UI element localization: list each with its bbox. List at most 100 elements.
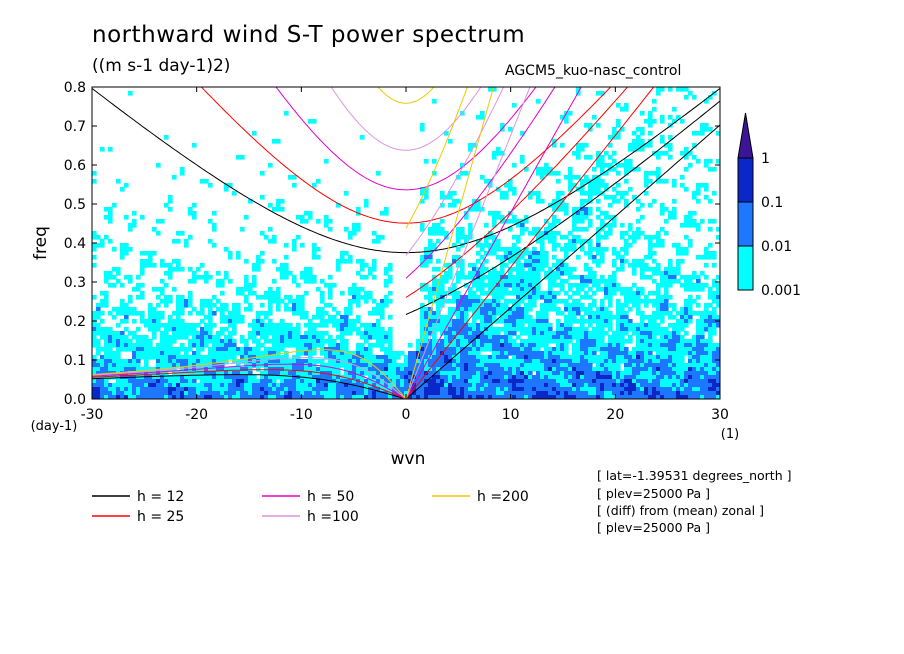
- spectrum-cell: [520, 379, 525, 384]
- spectrum-cell: [516, 251, 521, 256]
- spectrum-cell: [240, 155, 245, 160]
- spectrum-cell: [248, 355, 253, 360]
- spectrum-cell: [284, 307, 289, 312]
- spectrum-cell: [104, 375, 109, 380]
- spectrum-cell: [480, 267, 485, 272]
- spectrum-cell: [636, 143, 641, 148]
- spectrum-cell: [116, 331, 121, 336]
- spectrum-cell: [532, 347, 537, 352]
- spectrum-cell: [196, 275, 201, 280]
- spectrum-cell: [140, 351, 145, 356]
- spectrum-cell: [616, 307, 621, 312]
- spectrum-cell: [640, 343, 645, 348]
- spectrum-cell: [464, 335, 469, 340]
- spectrum-cell: [492, 347, 497, 352]
- spectrum-cell: [556, 375, 561, 380]
- spectrum-cell: [356, 347, 361, 352]
- spectrum-cell: [224, 395, 229, 399]
- spectrum-cell: [616, 331, 621, 336]
- spectrum-cell: [120, 347, 125, 352]
- spectrum-cell: [320, 291, 325, 296]
- spectrum-cell: [648, 291, 653, 296]
- spectrum-cell: [356, 295, 361, 300]
- spectrum-cell: [624, 359, 629, 364]
- spectrum-cell: [224, 343, 229, 348]
- spectrum-cell: [556, 271, 561, 276]
- spectrum-cell: [140, 379, 145, 384]
- spectrum-cell: [672, 207, 677, 212]
- spectrum-cell: [656, 379, 661, 384]
- spectrum-cell: [388, 263, 393, 268]
- spectrum-cell: [216, 343, 221, 348]
- spectrum-cell: [436, 287, 441, 292]
- spectrum-cell: [136, 343, 141, 348]
- spectrum-cell: [420, 223, 425, 228]
- spectrum-cell: [344, 319, 349, 324]
- spectrum-cell: [716, 383, 720, 388]
- spectrum-cell: [96, 331, 101, 336]
- spectrum-cell: [324, 395, 329, 399]
- spectrum-cell: [628, 319, 633, 324]
- spectrum-cell: [648, 119, 653, 124]
- spectrum-cell: [140, 315, 145, 320]
- spectrum-cell: [124, 327, 129, 332]
- spectrum-cell: [580, 187, 585, 192]
- spectrum-cell: [504, 391, 509, 396]
- spectrum-cell: [516, 383, 521, 388]
- spectrum-cell: [520, 231, 525, 236]
- spectrum-cell: [160, 395, 165, 399]
- spectrum-cell: [340, 383, 345, 388]
- spectrum-cell: [564, 395, 569, 399]
- spectrum-cell: [624, 247, 629, 252]
- spectrum-cell: [144, 383, 149, 388]
- spectrum-cell: [552, 203, 557, 208]
- spectrum-cell: [308, 391, 313, 396]
- spectrum-cell: [292, 243, 297, 248]
- spectrum-cell: [224, 355, 229, 360]
- spectrum-cell: [628, 223, 633, 228]
- spectrum-cell: [656, 323, 661, 328]
- spectrum-cell: [664, 343, 669, 348]
- spectrum-cell: [440, 383, 445, 388]
- spectrum-cell: [456, 315, 461, 320]
- spectrum-cell: [208, 359, 213, 364]
- spectrum-cell: [208, 299, 213, 304]
- spectrum-cell: [156, 363, 161, 368]
- spectrum-cell: [572, 307, 577, 312]
- spectrum-cell: [440, 279, 445, 284]
- spectrum-cell: [640, 359, 645, 364]
- spectrum-cell: [408, 367, 413, 372]
- spectrum-cell: [596, 391, 601, 396]
- spectrum-cell: [320, 383, 325, 388]
- spectrum-cell: [528, 307, 533, 312]
- spectrum-cell: [492, 295, 497, 300]
- spectrum-cell: [296, 383, 301, 388]
- spectrum-cell: [360, 275, 365, 280]
- spectrum-cell: [372, 375, 377, 380]
- spectrum-cell: [632, 303, 637, 308]
- spectrum-cell: [264, 375, 269, 380]
- spectrum-cell: [532, 291, 537, 296]
- spectrum-cell: [560, 387, 565, 392]
- spectrum-cell: [432, 287, 437, 292]
- spectrum-cell: [224, 347, 229, 352]
- spectrum-cell: [556, 171, 561, 176]
- spectrum-cell: [604, 371, 609, 376]
- spectrum-cell: [448, 271, 453, 276]
- spectrum-cell: [440, 379, 445, 384]
- spectrum-cell: [500, 351, 505, 356]
- spectrum-cell: [300, 335, 305, 340]
- spectrum-cell: [688, 359, 693, 364]
- spectrum-cell: [196, 351, 201, 356]
- spectrum-cell: [652, 299, 657, 304]
- spectrum-cell: [684, 287, 689, 292]
- spectrum-cell: [584, 215, 589, 220]
- spectrum-cell: [436, 395, 441, 399]
- spectrum-cell: [640, 375, 645, 380]
- spectrum-cell: [648, 247, 653, 252]
- spectrum-cell: [512, 367, 517, 372]
- spectrum-cell: [280, 359, 285, 364]
- spectrum-cell: [436, 299, 441, 304]
- spectrum-cell: [660, 227, 665, 232]
- spectrum-cell: [452, 295, 457, 300]
